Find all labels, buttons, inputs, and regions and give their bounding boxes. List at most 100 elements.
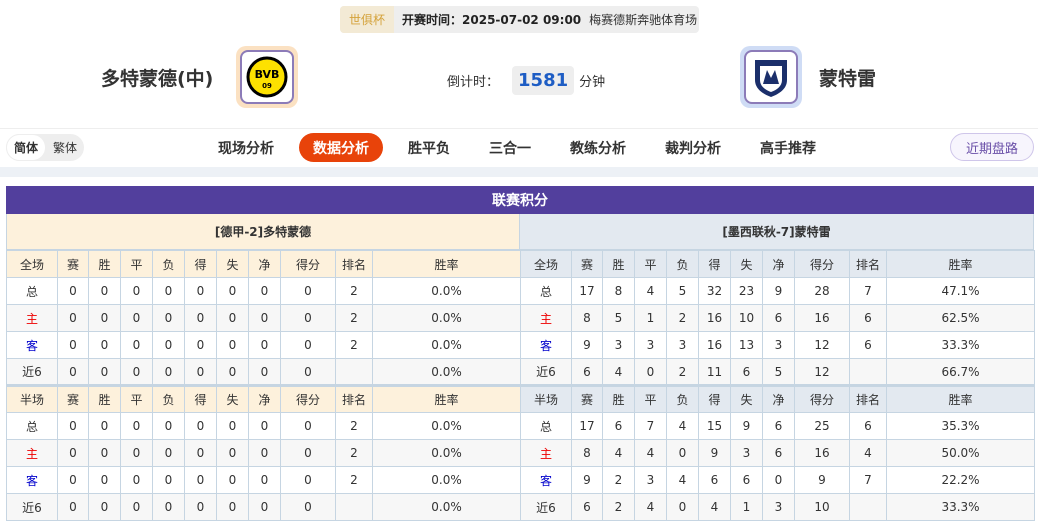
column-header: 胜 bbox=[88, 384, 121, 413]
cell: 6 bbox=[571, 493, 603, 521]
cell: 0 bbox=[57, 277, 89, 305]
cell: 0 bbox=[280, 331, 336, 359]
cell: 2 bbox=[335, 439, 373, 467]
cell: 0 bbox=[248, 304, 281, 332]
column-header: 排名 bbox=[849, 384, 887, 413]
row-label: 客 bbox=[520, 466, 572, 494]
cell: 6 bbox=[849, 412, 887, 440]
column-header: 得分 bbox=[280, 250, 336, 278]
cell: 0 bbox=[88, 439, 121, 467]
cell: 1 bbox=[634, 304, 667, 332]
venue: 梅赛德斯奔驰体育场 bbox=[589, 13, 698, 27]
cell: 6 bbox=[602, 412, 635, 440]
cell: 2 bbox=[602, 493, 635, 521]
cell: 12 bbox=[794, 331, 850, 359]
cell: 13 bbox=[730, 331, 763, 359]
full-header-row: 全场赛胜平负得失净得分 排名 胜率 bbox=[6, 250, 521, 278]
column-header: 得 bbox=[184, 250, 217, 278]
row-label: 客 bbox=[6, 466, 58, 494]
recent-odds-button[interactable]: 近期盘路 bbox=[949, 133, 1034, 161]
cell: 0 bbox=[666, 493, 699, 521]
cell: 32 bbox=[698, 277, 731, 305]
cell: 0.0% bbox=[372, 412, 521, 440]
tab-0[interactable]: 现场分析 bbox=[218, 140, 274, 157]
row-label: 主 bbox=[520, 439, 572, 467]
cell: 47.1% bbox=[886, 277, 1035, 305]
tab-5[interactable]: 裁判分析 bbox=[665, 140, 721, 157]
row-label: 近6 bbox=[6, 358, 58, 386]
column-header: 排名 bbox=[335, 384, 373, 413]
cell: 4 bbox=[634, 277, 667, 305]
column-header: 负 bbox=[152, 384, 185, 413]
cell: 0 bbox=[120, 358, 153, 386]
cell: 6 bbox=[849, 304, 887, 332]
tab-4[interactable]: 教练分析 bbox=[570, 140, 626, 157]
table-row: 客 0 0 0 0 0 0 0 0 2 0.0% bbox=[6, 331, 521, 359]
cell: 2 bbox=[335, 277, 373, 305]
away-team-logo[interactable] bbox=[740, 46, 802, 108]
cell: 0 bbox=[248, 439, 281, 467]
home-team-logo[interactable]: BVB 09 bbox=[236, 46, 298, 108]
cell: 9 bbox=[698, 439, 731, 467]
home-standings-header: [德甲-2]多特蒙德 bbox=[6, 214, 520, 250]
cell: 0 bbox=[57, 466, 89, 494]
cell: 6 bbox=[849, 331, 887, 359]
cell: 0 bbox=[216, 304, 249, 332]
traditional-button[interactable]: 繁体 bbox=[53, 141, 78, 155]
cell bbox=[849, 358, 887, 386]
cell: 50.0% bbox=[886, 439, 1035, 467]
cell: 7 bbox=[849, 277, 887, 305]
cell: 8 bbox=[571, 439, 603, 467]
countdown-value: 1581 bbox=[512, 66, 575, 95]
cell: 3 bbox=[666, 331, 699, 359]
cell: 0 bbox=[152, 466, 185, 494]
cell: 12 bbox=[794, 358, 850, 386]
cell: 5 bbox=[666, 277, 699, 305]
tab-6[interactable]: 高手推荐 bbox=[760, 140, 816, 157]
cell: 3 bbox=[762, 493, 795, 521]
cell: 23 bbox=[730, 277, 763, 305]
cell: 3 bbox=[634, 331, 667, 359]
cell: 0 bbox=[280, 466, 336, 494]
table-row: 主 8 5 1 2 16 10 6 16 6 62.5% bbox=[520, 304, 1035, 332]
home-team-name[interactable]: 多特蒙德(中) bbox=[101, 68, 214, 90]
simplified-button[interactable]: 简体 bbox=[6, 134, 47, 161]
row-label: 客 bbox=[520, 331, 572, 359]
table-row: 近6 6 2 4 0 4 1 3 10 33.3% bbox=[520, 493, 1035, 521]
competition-label[interactable]: 世俱杯 bbox=[340, 6, 395, 33]
home-standings: [德甲-2]多特蒙德 全场赛胜平负得失净得分 排名 胜率总 0 0 0 0 0 0 0 0 2 0.0%… bbox=[6, 214, 521, 521]
cell: 16 bbox=[698, 331, 731, 359]
away-team-name[interactable]: 蒙特雷 bbox=[819, 68, 877, 90]
tab-1[interactable]: 数据分析 bbox=[299, 133, 383, 162]
cell: 0 bbox=[216, 331, 249, 359]
cell: 4 bbox=[666, 466, 699, 494]
monterrey-logo-icon bbox=[755, 60, 787, 97]
cell: 0 bbox=[120, 304, 153, 332]
column-header: 得 bbox=[698, 384, 731, 413]
cell: 0.0% bbox=[372, 304, 521, 332]
tab-2[interactable]: 胜平负 bbox=[408, 140, 450, 157]
cell: 6 bbox=[762, 439, 795, 467]
countdown-unit: 分钟 bbox=[579, 75, 606, 90]
column-header: 排名 bbox=[335, 250, 373, 278]
cell: 4 bbox=[634, 439, 667, 467]
table-row: 近6 0 0 0 0 0 0 0 0 0.0% bbox=[6, 358, 521, 386]
cell: 62.5% bbox=[886, 304, 1035, 332]
column-header: 净 bbox=[762, 384, 795, 413]
table-row: 总 0 0 0 0 0 0 0 0 2 0.0% bbox=[6, 412, 521, 440]
row-label: 总 bbox=[6, 412, 58, 440]
cell: 0 bbox=[280, 358, 336, 386]
table-row: 客 9 2 3 4 6 6 0 9 7 22.2% bbox=[520, 466, 1035, 494]
divider bbox=[0, 167, 1038, 177]
cell: 0 bbox=[120, 277, 153, 305]
svg-text:09: 09 bbox=[262, 82, 272, 90]
cell: 8 bbox=[602, 277, 635, 305]
cell: 0 bbox=[280, 439, 336, 467]
cell: 66.7% bbox=[886, 358, 1035, 386]
tab-3[interactable]: 三合一 bbox=[489, 140, 531, 157]
cell: 0 bbox=[57, 331, 89, 359]
nav-bar: 简体 繁体 现场分析 数据分析 胜平负 三合一 教练分析 裁判分析 高手推荐 近期盘路 bbox=[0, 128, 1038, 166]
column-header: 失 bbox=[730, 250, 763, 278]
column-header: 平 bbox=[634, 250, 667, 278]
cell: 3 bbox=[602, 331, 635, 359]
